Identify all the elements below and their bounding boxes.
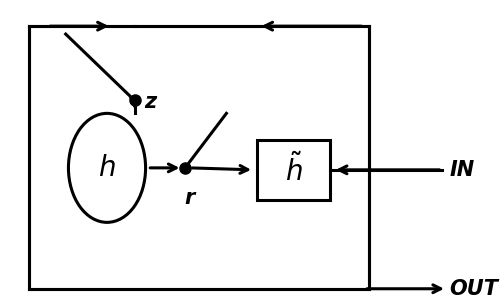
Text: OUT: OUT: [449, 279, 497, 299]
Ellipse shape: [68, 113, 145, 222]
Text: z: z: [143, 92, 156, 113]
Text: IN: IN: [449, 160, 474, 180]
Text: $\tilde{h}$: $\tilde{h}$: [284, 153, 302, 187]
Bar: [29, 26, 368, 289]
Text: $h$: $h$: [98, 154, 116, 182]
Bar: [256, 140, 330, 200]
Text: r: r: [184, 188, 194, 208]
